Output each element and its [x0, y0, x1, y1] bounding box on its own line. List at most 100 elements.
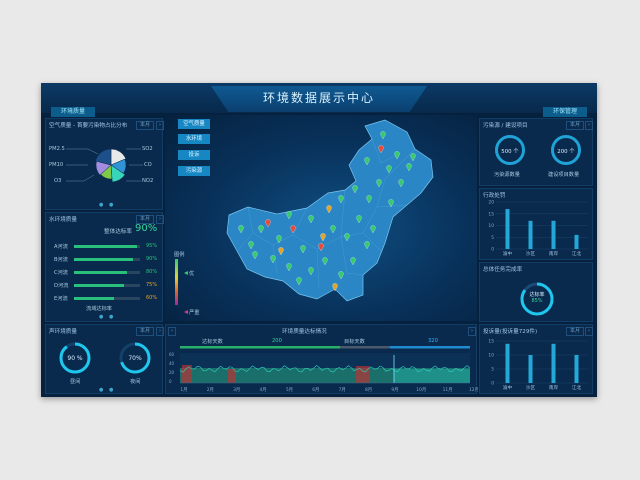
y-tick: 5: [491, 235, 494, 241]
air-quality-title: 空气质量 - 首要污染物占比分布: [49, 123, 128, 129]
map-marker: [270, 255, 276, 264]
map-marker: [308, 215, 314, 224]
project-count-label: 建设项目数量: [548, 172, 580, 178]
map-marker: [290, 225, 296, 234]
map-marker: [326, 205, 332, 214]
pollution-source-period-select[interactable]: 本月: [566, 121, 585, 130]
pollution-source-title: 污染源 / 建设项目: [483, 123, 528, 129]
noise-next-icon[interactable]: ›: [156, 327, 164, 336]
compliance-x-tick: 8月: [365, 387, 372, 393]
map-marker: [296, 277, 302, 286]
map-marker: [398, 179, 404, 188]
pollution-count-value: 500 个: [501, 149, 519, 155]
air-quality-next-icon[interactable]: ›: [156, 121, 164, 130]
compliance-right-label: 目标天数: [344, 339, 365, 345]
water-row-percent: 80%: [146, 269, 158, 275]
compliance-x-tick: 4月: [259, 387, 266, 393]
y-tick: 20: [488, 200, 494, 206]
y-tick: 5: [491, 367, 494, 373]
compliance-x-tick: 10月: [416, 387, 426, 393]
dashboard-screen: 环境数据展示中心 环境质量 环保管理 空气质量 - 首要污染物占比分布 本月 ›…: [41, 83, 597, 397]
map-marker: [258, 225, 264, 234]
map-button-water[interactable]: 水环境: [178, 134, 210, 144]
tab-environment-management[interactable]: 环保管理: [542, 107, 587, 117]
water-quality-footer: 流域达标率: [86, 306, 112, 312]
legend-no2: NO2: [142, 178, 154, 184]
water-row-fill: [74, 245, 137, 248]
map-marker: [406, 163, 412, 172]
map-legend-bar: [175, 259, 178, 305]
x-tick: 江北: [572, 250, 582, 257]
pollution-source-next-icon[interactable]: ›: [585, 121, 593, 130]
map-marker: [278, 247, 284, 256]
map-marker: [370, 225, 376, 234]
map-marker: [350, 257, 356, 266]
map-marker: [265, 219, 271, 228]
map-marker: [286, 263, 292, 272]
map-marker: [338, 271, 344, 280]
water-row-label: D河流: [54, 283, 69, 289]
compliance-next-icon[interactable]: ›: [468, 327, 476, 336]
ring-progress: [520, 282, 554, 316]
region-map[interactable]: [41, 83, 597, 397]
noise-pager[interactable]: ● ●: [99, 387, 116, 393]
noise-period-select[interactable]: 本月: [136, 327, 155, 336]
water-summary-label: 整体达标率: [104, 229, 132, 235]
y-tick: 10: [488, 353, 494, 359]
map-marker: [378, 145, 384, 154]
water-row-fill: [74, 258, 134, 261]
x-tick: 南岸: [549, 384, 559, 391]
legend-o3: O3: [54, 178, 62, 184]
map-marker: [238, 225, 244, 234]
water-quality-next-icon[interactable]: ›: [156, 215, 164, 224]
map-marker: [356, 215, 362, 224]
map-marker: [364, 157, 370, 166]
pollution-count-label: 污染源数量: [494, 172, 520, 178]
bar: [574, 234, 579, 249]
noise-panel: 声环境质量 本月 › 90 % 70% 昼间 夜间 ● ●: [45, 324, 164, 394]
compliance-x-tick: 12月: [469, 387, 478, 393]
compliance-right-value: 320: [428, 338, 438, 344]
legend-co: CO: [144, 162, 152, 168]
water-row-track: [74, 245, 140, 248]
map-marker: [386, 165, 392, 174]
compliance-left-value: 200: [272, 338, 282, 344]
map-marker: [376, 179, 382, 188]
air-quality-pager[interactable]: ● ●: [99, 202, 116, 208]
bar: [528, 355, 533, 383]
tab-environment-quality[interactable]: 环境质量: [51, 107, 96, 117]
y-tick: 15: [488, 211, 494, 217]
legend-pm10: PM10: [49, 162, 64, 168]
map-button-air[interactable]: 空气质量: [178, 119, 210, 129]
map-button-pollution[interactable]: 污染源: [178, 166, 210, 176]
pollution-source-panel: 污染源 / 建设项目 本月 › 500 个 200 个 污染源数量 建设项目数量: [479, 118, 593, 186]
water-quality-period-select[interactable]: 本月: [136, 215, 155, 224]
bar: [551, 343, 556, 383]
water-quality-panel: 水环境质量 本月 › 整体达标率 90% A河流 95% B河流 90% C河流 80% D…: [45, 212, 164, 322]
task-completion-panel: 总体任务完成率 达标率 85%: [479, 262, 593, 322]
complaints-next-icon[interactable]: ›: [585, 327, 593, 336]
x-tick: 沙区: [526, 385, 536, 391]
water-row-track: [74, 284, 140, 287]
bar: [505, 209, 510, 249]
compliance-prev-icon[interactable]: ‹: [168, 327, 176, 336]
admin-penalty-chart: 20 15 10 5 0 渝中 沙区 南岸 江北: [488, 200, 588, 257]
air-quality-period-select[interactable]: 本月: [136, 121, 155, 130]
bar: [574, 355, 579, 383]
admin-penalty-panel: 行政处罚 20 15 10 5 0 渝中 沙区 南岸 江北: [479, 188, 593, 260]
y-tick: 15: [488, 339, 494, 345]
map-marker: [332, 283, 338, 292]
compliance-x-tick: 6月: [312, 387, 319, 393]
complaints-period-select[interactable]: 本月: [566, 327, 585, 336]
bar: [505, 343, 510, 383]
water-quality-pager[interactable]: ● ●: [99, 314, 116, 320]
map-button-complaint[interactable]: 投诉: [178, 150, 210, 160]
map-marker: [366, 195, 372, 204]
water-row-label: A河流: [54, 244, 68, 250]
map-marker: [380, 131, 386, 140]
pie-slice: [95, 148, 112, 166]
map-marker: [248, 241, 254, 250]
noise-night-label: 夜间: [130, 379, 141, 385]
map-marker: [410, 153, 416, 162]
map-marker: [330, 225, 336, 234]
